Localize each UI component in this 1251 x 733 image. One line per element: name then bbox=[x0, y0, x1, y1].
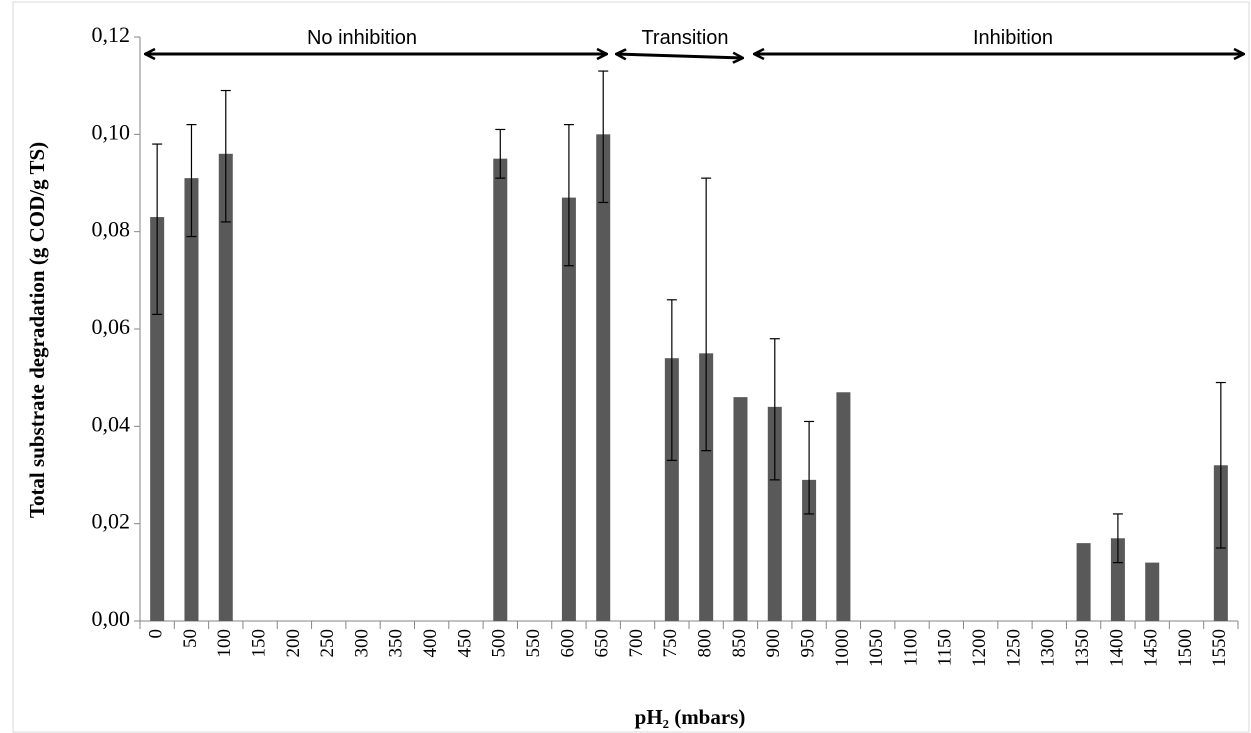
x-tick-label: 150 bbox=[248, 629, 269, 658]
error-bar bbox=[598, 70, 609, 204]
x-axis-title: pH₂ (mbars) bbox=[635, 705, 746, 729]
bar bbox=[493, 158, 508, 621]
bar bbox=[596, 134, 611, 622]
x-tick-label: 450 bbox=[454, 629, 475, 658]
error-bar bbox=[701, 177, 712, 452]
x-tick-label: 350 bbox=[386, 629, 407, 658]
bar bbox=[836, 392, 851, 621]
bar bbox=[1076, 543, 1091, 621]
x-tick-label: 1350 bbox=[1072, 629, 1093, 667]
y-tick-label: 0,04 bbox=[92, 411, 131, 436]
y-tick-label: 0,06 bbox=[92, 314, 131, 339]
x-tick-label: 550 bbox=[523, 629, 544, 658]
x-tick-label: 400 bbox=[420, 629, 441, 658]
error-bar bbox=[1112, 513, 1123, 564]
error-bar bbox=[186, 123, 197, 238]
y-axis-title: Total substrate degradation (g COD/g TS) bbox=[25, 142, 49, 518]
x-tick-label: 750 bbox=[660, 629, 681, 658]
bar bbox=[733, 397, 748, 621]
bar bbox=[767, 406, 782, 621]
x-tick-label: 1500 bbox=[1175, 629, 1196, 667]
y-tick-label: 0,00 bbox=[92, 606, 131, 631]
bar bbox=[699, 353, 714, 621]
annotation: Inhibition bbox=[973, 27, 1053, 49]
x-tick-label: 1400 bbox=[1106, 629, 1127, 667]
error-bar bbox=[152, 143, 163, 315]
arrow bbox=[616, 54, 743, 58]
x-tick-label: 850 bbox=[729, 629, 750, 658]
x-tick-label: 600 bbox=[557, 629, 578, 658]
x-tick-label: 300 bbox=[351, 629, 372, 658]
bar bbox=[1110, 538, 1125, 621]
x-tick-label: 1100 bbox=[900, 629, 921, 666]
x-tick-label: 1050 bbox=[866, 629, 887, 667]
x-tick-label: 100 bbox=[214, 629, 235, 658]
annotation: Transition bbox=[641, 27, 728, 49]
bar bbox=[664, 358, 679, 621]
error-bar bbox=[563, 123, 574, 267]
x-tick-label: 1550 bbox=[1209, 629, 1230, 667]
x-tick-label: 50 bbox=[180, 629, 201, 648]
x-tick-label: 800 bbox=[695, 629, 716, 658]
bar bbox=[802, 479, 817, 621]
error-bar bbox=[804, 420, 815, 515]
error-bar bbox=[495, 128, 506, 179]
bar bbox=[218, 153, 233, 622]
x-tick-label: 0 bbox=[146, 629, 167, 639]
bar bbox=[184, 178, 199, 621]
x-tick-label: 950 bbox=[797, 629, 818, 658]
error-bar bbox=[1215, 381, 1226, 549]
x-tick-label: 900 bbox=[763, 629, 784, 658]
error-bar bbox=[666, 299, 677, 461]
frame bbox=[12, 1, 1250, 733]
error-bar bbox=[220, 89, 231, 223]
bar bbox=[150, 217, 165, 622]
y-tick-label: 0,02 bbox=[92, 509, 131, 534]
x-tick-label: 250 bbox=[317, 629, 338, 658]
y-tick-label: 0,12 bbox=[92, 22, 131, 47]
y-tick-label: 0,08 bbox=[92, 217, 131, 242]
x-tick-label: 650 bbox=[592, 629, 613, 658]
x-tick-label: 1300 bbox=[1038, 629, 1059, 667]
x-tick-label: 1150 bbox=[935, 629, 956, 666]
x-tick-label: 500 bbox=[489, 629, 510, 658]
x-tick-label: 200 bbox=[283, 629, 304, 658]
bar bbox=[561, 197, 576, 621]
x-tick-label: 700 bbox=[626, 629, 647, 658]
error-bar bbox=[769, 338, 780, 481]
x-tick-label: 1000 bbox=[832, 629, 853, 667]
y-tick-label: 0,10 bbox=[92, 119, 131, 144]
bar bbox=[1145, 562, 1160, 621]
x-tick-label: 1450 bbox=[1141, 629, 1162, 667]
x-tick-label: 1200 bbox=[969, 629, 990, 667]
x-tick-label: 1250 bbox=[1003, 629, 1024, 667]
annotation: No inhibition bbox=[307, 27, 417, 49]
